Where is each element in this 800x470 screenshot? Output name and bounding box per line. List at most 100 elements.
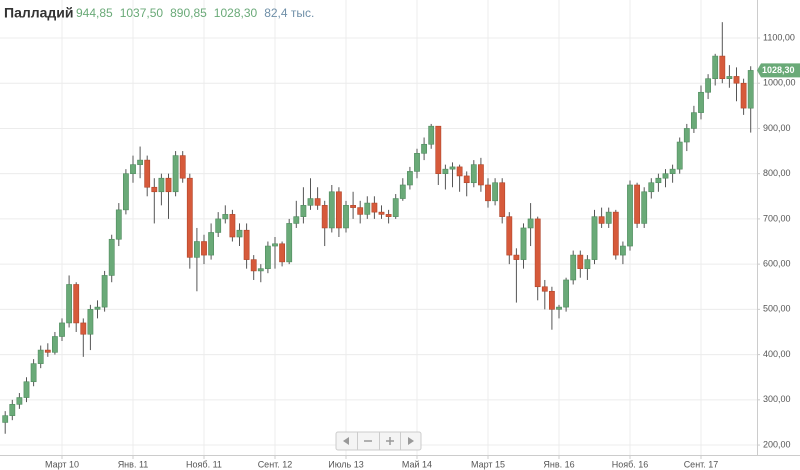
nav-zoom-out[interactable] — [358, 432, 379, 450]
candle-body — [158, 177, 165, 193]
candle-body — [350, 205, 356, 208]
candle-body — [51, 336, 58, 353]
candle-body — [2, 415, 9, 423]
candle-body — [442, 168, 449, 174]
candle-body — [612, 211, 619, 256]
candle-body — [492, 182, 498, 202]
candle-body — [314, 198, 321, 206]
x-tick-label: Нояб. 16 — [612, 459, 649, 469]
nav-left-icon — [343, 437, 349, 445]
candle-body — [399, 184, 406, 199]
candle-body — [627, 184, 633, 247]
candle-body — [470, 164, 477, 184]
candle-body — [556, 306, 562, 310]
candle-body — [165, 177, 172, 193]
candle-body — [130, 164, 136, 174]
candle-body — [137, 159, 143, 165]
candle-body — [641, 191, 648, 224]
candle-body — [236, 229, 243, 238]
y-tick-label: 400,00 — [763, 349, 791, 359]
candle-body — [506, 216, 513, 256]
candle-body — [371, 202, 378, 213]
candle-body — [179, 155, 186, 179]
candle-body — [215, 218, 222, 233]
candle-body — [414, 153, 420, 172]
y-tick-label: 600,00 — [763, 259, 791, 269]
candle-body — [676, 141, 683, 170]
nav-zoom-in[interactable] — [380, 432, 400, 450]
candle-body — [548, 290, 555, 310]
candle-body — [541, 286, 548, 292]
candle-body — [421, 143, 427, 154]
header-volume: 82,4 тыс. — [264, 6, 314, 20]
candle-body — [194, 241, 200, 258]
x-tick-label: Июль 13 — [328, 459, 363, 469]
y-tick-label: 500,00 — [763, 304, 791, 314]
candle-body — [428, 125, 435, 145]
candle-body — [563, 279, 569, 308]
candle-body — [570, 254, 577, 281]
y-tick-label: 300,00 — [763, 394, 791, 404]
candle-body — [108, 238, 115, 276]
candle-body — [655, 177, 662, 184]
candle-body — [123, 173, 129, 211]
candle-body — [94, 306, 101, 310]
candle-body — [115, 209, 122, 240]
y-tick-label: 200,00 — [763, 439, 791, 449]
candle-body — [705, 78, 711, 93]
header-low: 890,85 — [170, 6, 207, 20]
chart-title: Палладий — [4, 5, 74, 21]
navigator — [335, 431, 422, 451]
candle-body — [385, 214, 392, 217]
nav-right-icon — [408, 437, 414, 445]
candle-body — [392, 198, 399, 217]
candle-body — [307, 198, 314, 206]
candle-body — [44, 349, 51, 353]
candle-body — [343, 205, 349, 229]
candle-body — [201, 241, 207, 256]
candle-body — [634, 184, 640, 224]
candle-body — [357, 207, 364, 215]
candle-body — [80, 322, 87, 335]
candle-body — [144, 159, 151, 188]
candle-body — [30, 363, 37, 383]
candle-body — [243, 229, 250, 260]
header-close: 1028,30 — [214, 6, 258, 20]
last-price-tag-shape — [757, 63, 800, 78]
candle-body — [619, 245, 626, 256]
candle-body — [264, 245, 271, 269]
candle-body — [520, 227, 527, 260]
candle-body — [598, 216, 605, 224]
candle-body — [712, 55, 719, 79]
nav-left[interactable] — [336, 432, 357, 450]
x-tick-label: Нояб. 11 — [186, 459, 222, 469]
candle-body — [186, 177, 193, 258]
y-tick-label: 900,00 — [763, 123, 791, 133]
candle-body — [364, 202, 371, 215]
candle-body — [16, 397, 23, 405]
candle-body — [690, 112, 697, 129]
candle-body — [172, 155, 179, 193]
candle-body — [591, 216, 598, 260]
labels: 200,00 300,00 400,00 500,00 600,00 700,00 800,… — [45, 32, 800, 469]
candle-body — [23, 381, 30, 398]
x-tick-label: Март 15 — [471, 459, 505, 469]
candle-body — [449, 166, 456, 170]
x-tick-label: Сент. 17 — [684, 459, 719, 469]
header: Палладий 944,85 1037,50 890,85 1028,30 8… — [4, 5, 314, 21]
candle-body — [293, 216, 300, 224]
candle-body — [435, 125, 442, 174]
candle-body — [272, 243, 278, 247]
candle-body — [208, 232, 214, 256]
x-tick-label: Сент. 12 — [258, 459, 293, 469]
candle-body — [605, 211, 612, 224]
candle-body — [534, 218, 541, 288]
candle-body — [222, 214, 229, 220]
nav-plus-icon — [386, 437, 394, 445]
candle-body — [9, 404, 16, 416]
candle-body — [740, 82, 747, 109]
candle-body — [485, 184, 491, 202]
nav-right[interactable] — [401, 432, 421, 450]
candle-body — [286, 223, 293, 263]
